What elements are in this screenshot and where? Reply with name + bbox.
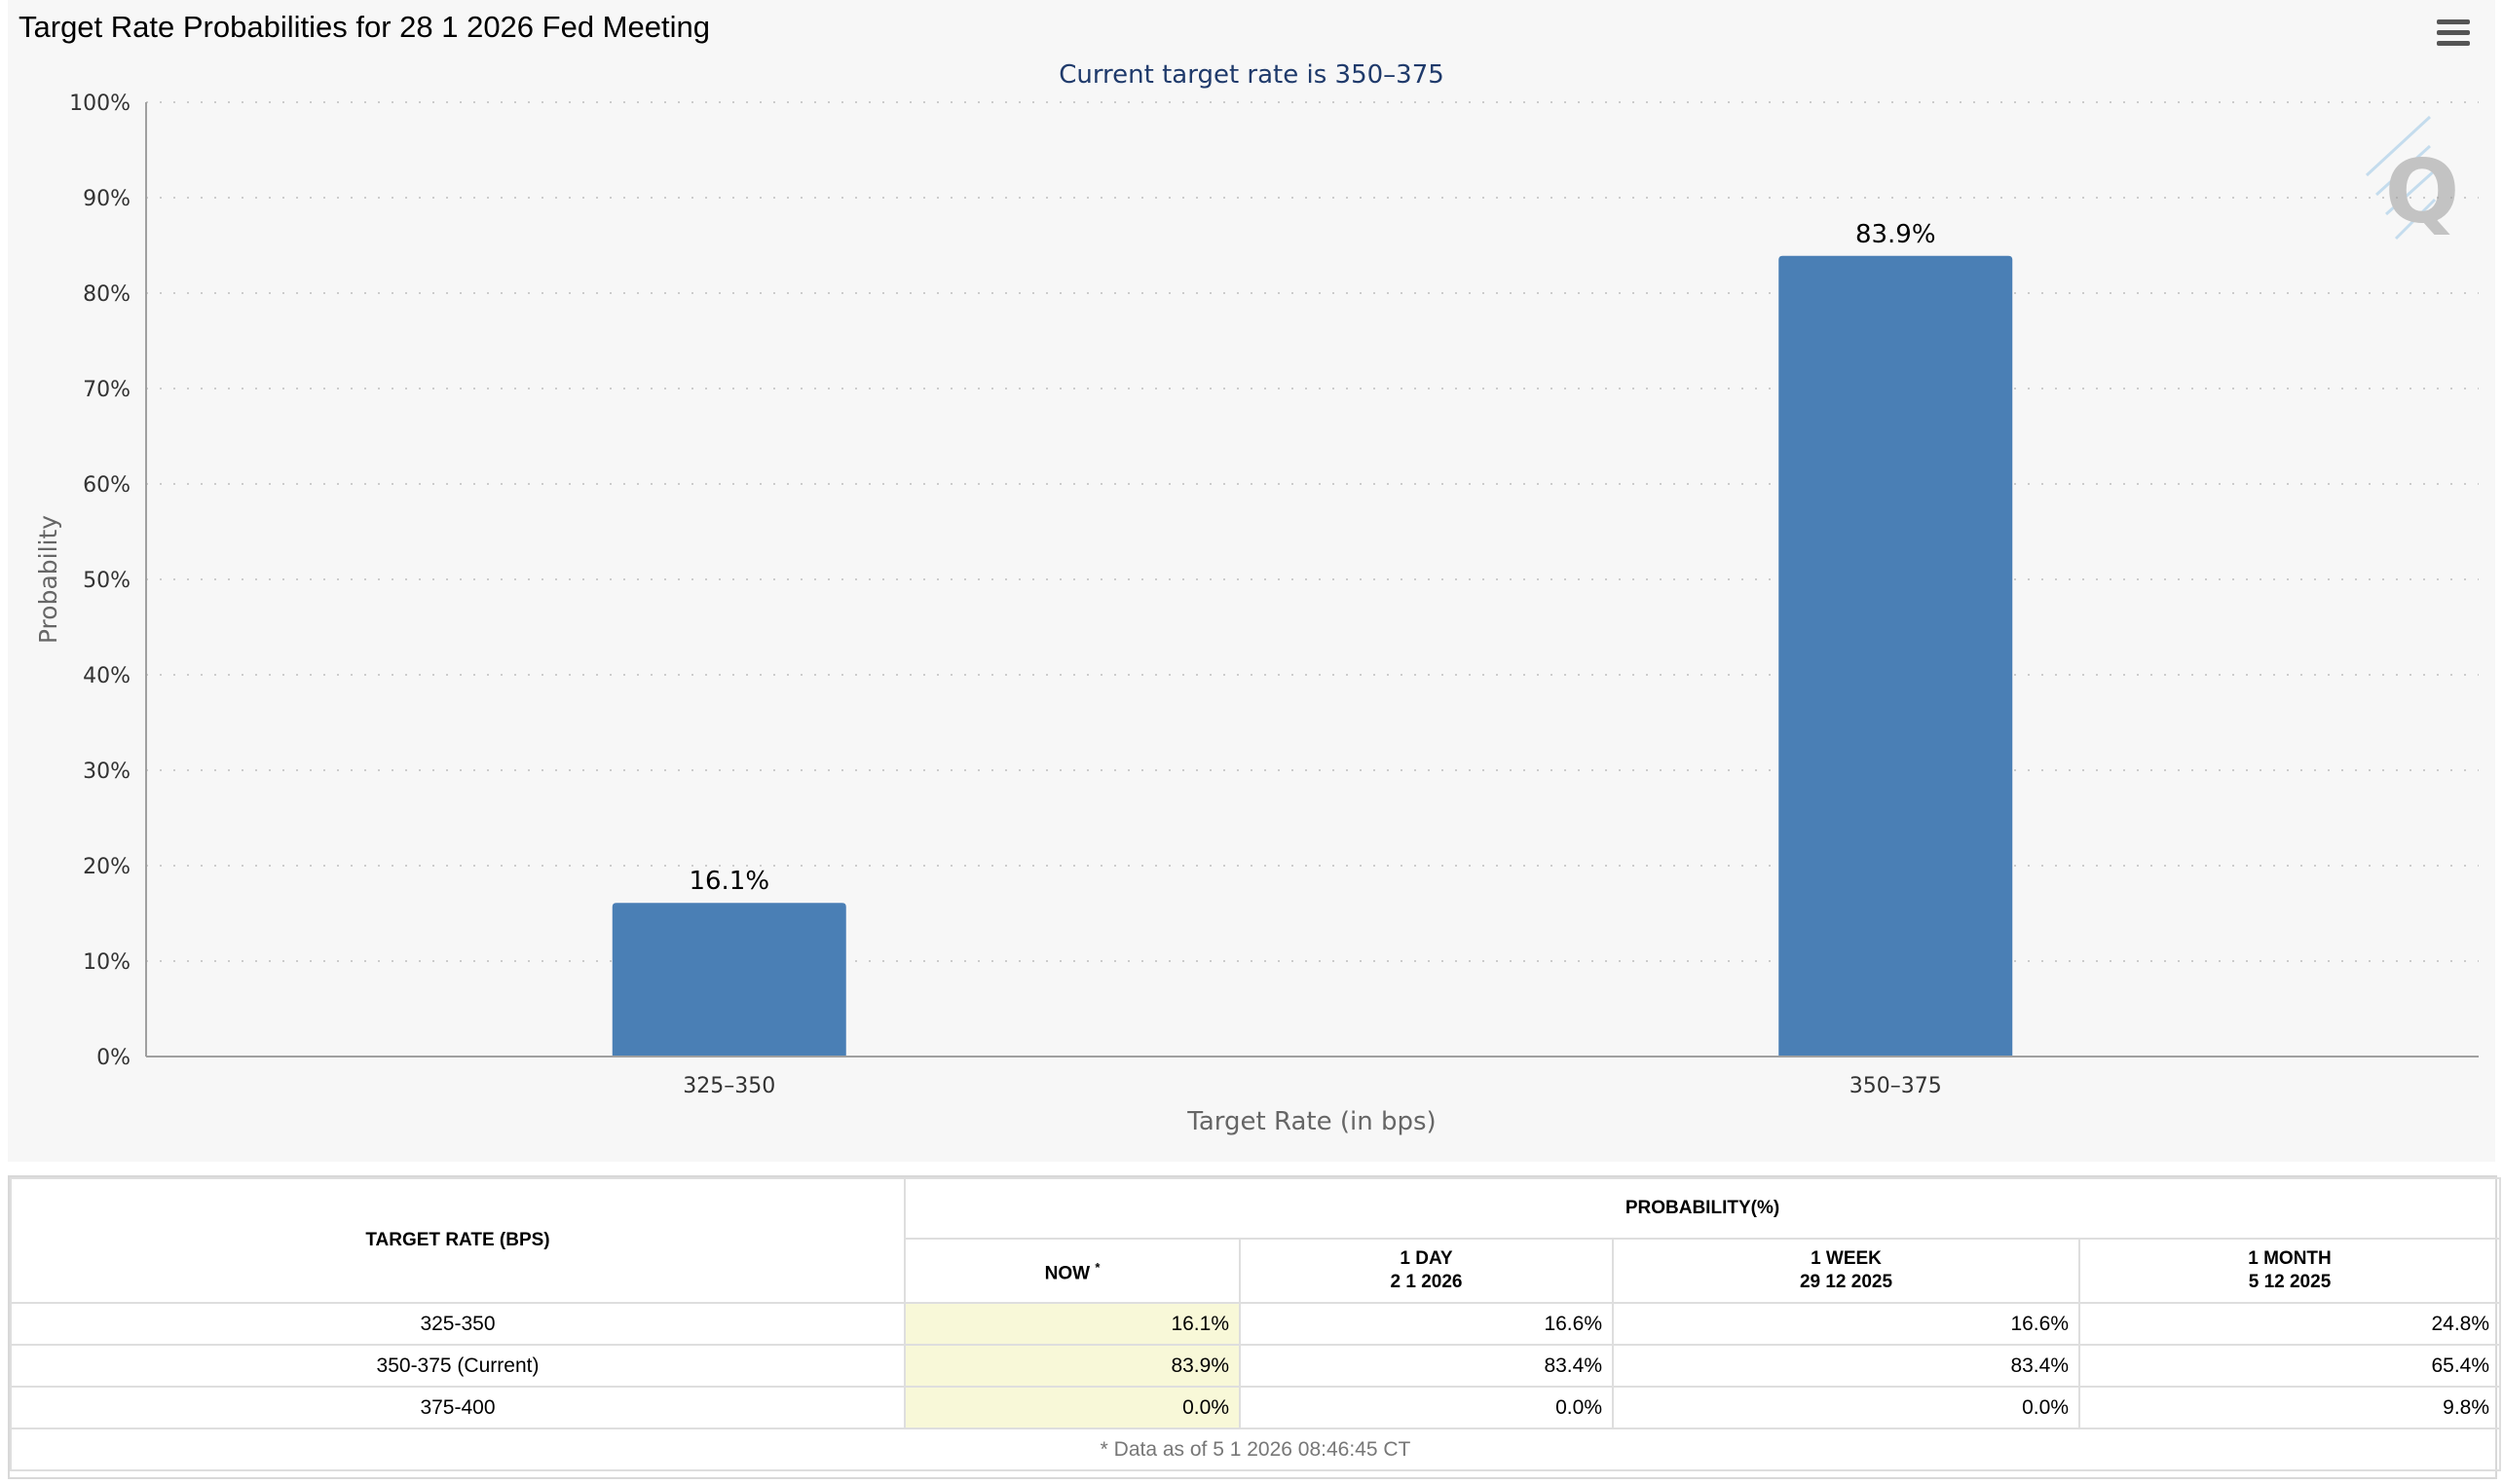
y-tick-label: 90%	[83, 187, 131, 211]
chart-subtitle: Current target rate is 350–375	[1059, 60, 1444, 90]
probability-cell: 16.1%	[904, 1302, 1241, 1346]
probability-cell: 24.8%	[2077, 1302, 2502, 1346]
data-label-1: 83.9%	[1855, 220, 1936, 249]
probability-cell: 65.4%	[2077, 1344, 2502, 1388]
bar-chart: 0% 10% 20% 30% 40% 50% 60% 70% 80% 90% 100% 16.1% 8…	[34, 60, 2479, 1136]
watermark-q-icon: Q	[2365, 115, 2460, 243]
footnote-marker: *	[1095, 1259, 1101, 1275]
probability-cell: 0.0%	[1239, 1386, 1614, 1429]
column-header-date: 2 1 2026	[1390, 1272, 1463, 1292]
column-header-label: 1 DAY	[1400, 1248, 1453, 1269]
y-tick-label: 70%	[83, 378, 131, 402]
probability-cell: 83.4%	[1239, 1344, 1614, 1388]
svg-text:Q: Q	[2385, 141, 2460, 243]
x-tick-label-1: 350–375	[1849, 1074, 1942, 1098]
column-header-1: 1 DAY 2 1 2026	[1239, 1238, 1614, 1304]
probability-table: TARGET RATE (BPS) PROBABILITY(%) NOW * 1 …	[9, 1177, 2502, 1471]
column-header-date: 5 12 2025	[2248, 1272, 2332, 1292]
column-headers: NOW * 1 DAY 2 1 2026 1 WEEK 29 12 2025 1 MONT…	[11, 1238, 2502, 1304]
column-header-3: 1 MONTH 5 12 2025	[2077, 1238, 2502, 1304]
probability-cell: 0.0%	[904, 1386, 1241, 1429]
column-header-label: 1 MONTH	[2248, 1248, 2332, 1269]
y-axis-title: Probability	[34, 515, 62, 644]
bars	[612, 255, 2013, 1057]
data-labels: 16.1% 83.9%	[689, 220, 1935, 896]
x-axis-title: Target Rate (in bps)	[1186, 1107, 1436, 1136]
table-row: 325-350 16.1% 16.6% 16.6% 24.8%	[10, 1302, 2502, 1346]
rate-cell: 375-400	[10, 1386, 906, 1429]
footnote: * Data as of 5 1 2026 08:46:45 CT	[9, 1428, 2502, 1471]
probability-table-container: TARGET RATE (BPS) PROBABILITY(%) NOW * 1 …	[8, 1175, 2502, 1479]
y-tick-label: 50%	[83, 569, 131, 593]
chart-title: Target Rate Probabilities for 28 1 2026 …	[19, 10, 710, 44]
column-header-0: NOW *	[904, 1238, 1241, 1304]
chart-panel	[8, 0, 2495, 1162]
menu-icon[interactable]	[2437, 19, 2470, 49]
y-tick-label: 30%	[83, 760, 131, 784]
y-tick-label: 10%	[83, 950, 131, 975]
header-probability: PROBABILITY(%)	[903, 1177, 2502, 1240]
probability-cell: 83.9%	[904, 1344, 1241, 1388]
probability-cell: 0.0%	[1612, 1386, 2080, 1429]
x-axis-ticks: 325–350 350–375	[683, 1074, 1941, 1098]
y-axis-ticks: 0% 10% 20% 30% 40% 50% 60% 70% 80% 90% 100%	[69, 92, 131, 1070]
y-tick-label: 100%	[69, 92, 131, 116]
probability-cell: 83.4%	[1612, 1344, 2080, 1388]
rate-cell: 325-350	[10, 1302, 906, 1346]
probability-cell: 16.6%	[1612, 1302, 2080, 1346]
data-label-0: 16.1%	[689, 867, 769, 896]
y-tick-label: 80%	[83, 282, 131, 307]
grid-lines	[146, 101, 2479, 962]
probability-cell: 9.8%	[2077, 1386, 2502, 1429]
probability-cell: 16.6%	[1239, 1302, 1614, 1346]
table-row: 350-375 (Current) 83.9% 83.4% 83.4% 65.4%	[10, 1344, 2502, 1388]
y-tick-label: 40%	[83, 664, 131, 688]
y-tick-label: 60%	[83, 473, 131, 498]
rate-cell: 350-375 (Current)	[10, 1344, 906, 1388]
y-tick-label: 0%	[96, 1046, 131, 1070]
header-target-rate: TARGET RATE (BPS)	[10, 1177, 906, 1304]
bar-1[interactable]	[1778, 255, 2013, 1057]
table-body: 325-350 16.1% 16.6% 16.6% 24.8% 350-375 (Curr…	[10, 1302, 2502, 1429]
column-header-label: NOW	[1044, 1263, 1091, 1284]
table-row: 375-400 0.0% 0.0% 0.0% 9.8%	[10, 1386, 2502, 1429]
bar-0[interactable]	[612, 903, 846, 1057]
column-header-2: 1 WEEK 29 12 2025	[1612, 1238, 2080, 1304]
column-header-label: 1 WEEK	[1811, 1248, 1882, 1269]
y-tick-label: 20%	[83, 855, 131, 879]
column-header-date: 29 12 2025	[1799, 1272, 1893, 1292]
x-tick-label-0: 325–350	[683, 1074, 775, 1098]
